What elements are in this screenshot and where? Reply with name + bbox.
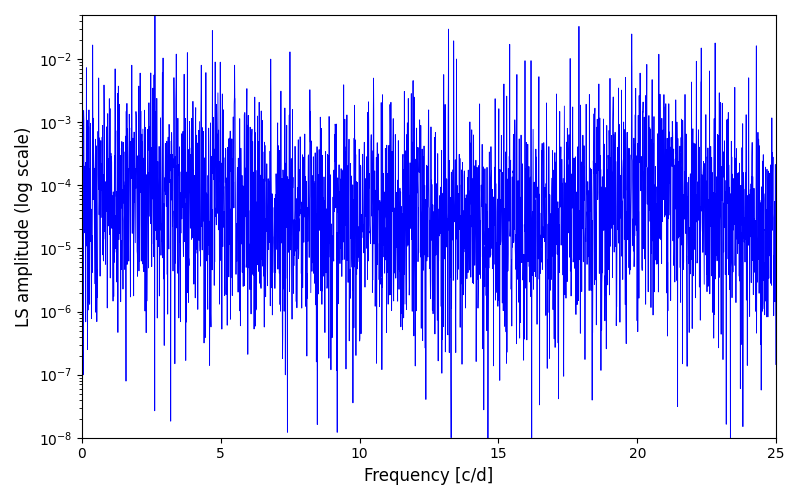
X-axis label: Frequency [c/d]: Frequency [c/d] bbox=[364, 467, 494, 485]
Y-axis label: LS amplitude (log scale): LS amplitude (log scale) bbox=[15, 126, 33, 326]
